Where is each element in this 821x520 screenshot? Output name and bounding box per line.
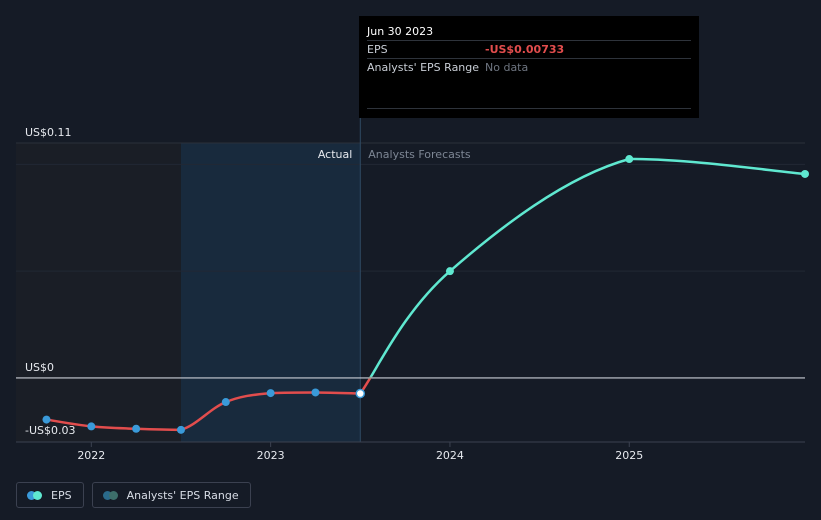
x-tick-label: 2024 [436,449,464,462]
eps-legend-icon [27,490,43,500]
legend-eps-label: EPS [51,488,72,502]
tooltip-eps-value: -US$0.00733 [485,43,565,56]
eps-point [42,415,51,424]
legend-eps[interactable]: EPS [16,482,84,508]
eps-point [87,422,96,431]
x-axis: 2022 2023 2024 2025 [77,442,643,462]
gridlines [16,142,805,272]
x-tick-label: 2023 [257,449,285,462]
tooltip-eps-row: EPS -US$0.00733 [367,40,691,58]
tooltip-eps-label: EPS [367,43,388,56]
tooltip-range-label: Analysts' EPS Range [367,61,480,74]
actual-region-label: Actual [318,148,352,161]
eps-point [221,398,230,407]
legend-analysts-range[interactable]: Analysts' EPS Range [91,482,251,508]
tooltip-divider [367,108,691,109]
eps-point [311,388,320,397]
eps-point [266,389,275,398]
y-tick-label: US$0.11 [25,126,72,139]
legend: EPS Analysts' EPS Range [16,482,251,508]
y-axis: US$0.11 US$0 -US$0.03 [25,126,76,437]
x-tick-label: 2022 [77,449,105,462]
y-tick-label: US$0 [25,361,54,374]
tooltip-date: Jun 30 2023 [367,25,434,38]
eps-point [176,425,185,434]
forecast-region-label: Analysts Forecasts [368,148,471,161]
forecast-point [801,169,809,178]
eps-point [355,388,366,399]
data-points [42,155,809,434]
forecast-point [625,155,634,164]
x-tick-label: 2025 [615,449,643,462]
eps-point [132,424,141,433]
actual-region [180,143,361,442]
eps-forecast-line [359,157,806,395]
tooltip-range-value: No data [485,61,529,74]
past-region [16,143,181,442]
range-legend-icon [102,490,119,500]
hover-tooltip: Jun 30 2023 EPS -US$0.00733 Analysts' EP… [359,16,699,118]
legend-range-label: Analysts' EPS Range [126,488,239,502]
tooltip-range-row: Analysts' EPS Range No data [367,58,691,76]
y-tick-label: -US$0.03 [25,424,76,437]
forecast-point [445,267,454,276]
